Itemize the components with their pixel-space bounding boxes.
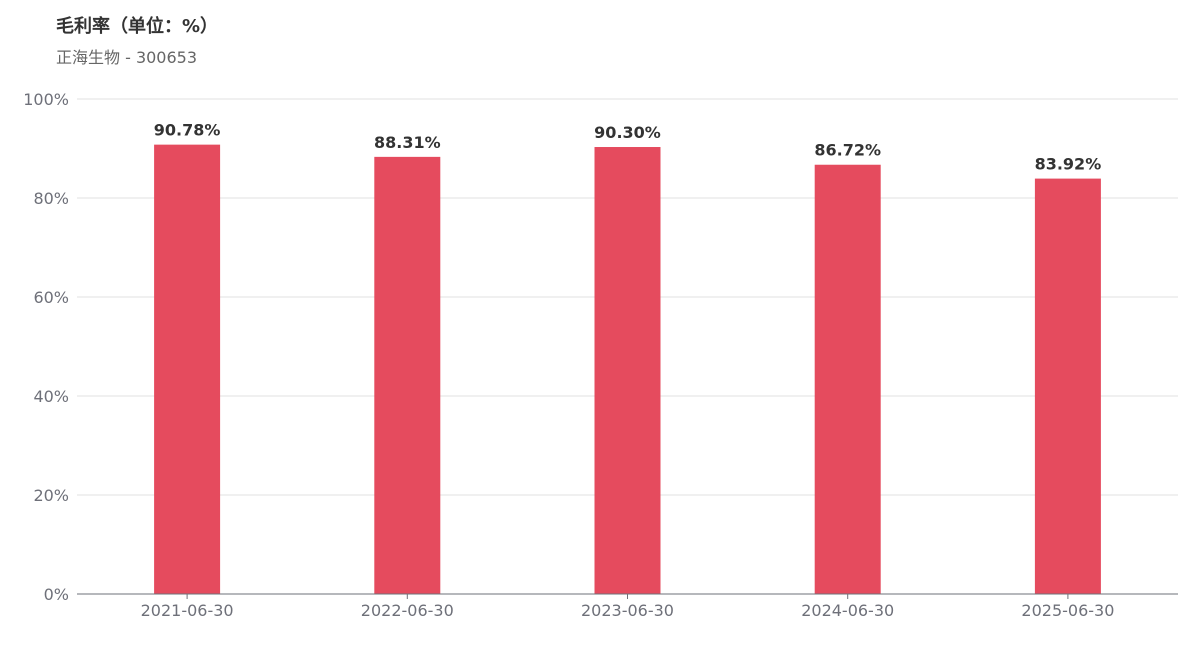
x-axis-tick-labels: 2021-06-30 2022-06-30 2023-06-30 2024-06-30… — [141, 594, 1114, 620]
data-labels: 90.78% 88.31% 90.30% 86.72% 83.92% — [154, 121, 1101, 174]
bar — [814, 164, 881, 594]
bar — [154, 144, 221, 595]
x-tick-label: 2025-06-30 — [1021, 601, 1114, 620]
bar-value-label: 90.30% — [594, 123, 661, 142]
bars — [154, 144, 1101, 595]
x-tick-label: 2022-06-30 — [361, 601, 454, 620]
y-tick-label: 60% — [33, 288, 69, 307]
y-tick-label: 20% — [33, 486, 69, 505]
chart-title: 毛利率（单位：%） — [56, 16, 219, 37]
y-tick-label: 40% — [33, 387, 69, 406]
y-tick-label: 0% — [44, 585, 69, 604]
y-tick-label: 80% — [33, 189, 69, 208]
bar — [374, 156, 441, 595]
chart-subtitle: 正海生物 - 300653 — [56, 48, 198, 67]
bar-value-label: 86.72% — [814, 141, 881, 160]
bar — [594, 147, 661, 594]
x-tick-label: 2023-06-30 — [581, 601, 674, 620]
x-tick-label: 2021-06-30 — [141, 601, 234, 620]
bar-value-label: 88.31% — [374, 133, 441, 152]
bar-value-label: 90.78% — [154, 121, 221, 140]
y-axis-tick-labels: 0% 20% 40% 60% 80% 100% — [23, 90, 69, 604]
bar — [1034, 178, 1101, 594]
y-tick-label: 100% — [23, 90, 69, 109]
bar-value-label: 83.92% — [1035, 155, 1102, 174]
x-tick-label: 2024-06-30 — [801, 601, 894, 620]
